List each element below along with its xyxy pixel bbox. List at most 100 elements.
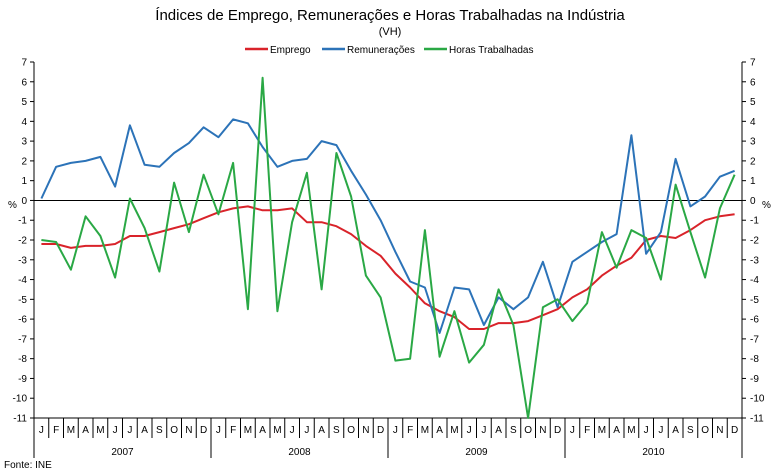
y-tick-label-left: 2	[21, 156, 27, 167]
x-tick-label-month: D	[554, 425, 561, 436]
x-tick-label-month: D	[731, 425, 738, 436]
series-line-emprego	[41, 205, 735, 330]
y-tick-label-right: 6	[750, 77, 756, 88]
y-tick-label-right: -8	[750, 354, 759, 365]
x-tick-label-year: 2009	[465, 447, 488, 458]
y-tick-label-left: 7	[21, 58, 27, 69]
y-axis-label-left: %	[8, 200, 17, 211]
x-tick-label-month: J	[290, 425, 295, 436]
chart-subtitle: (VH)	[379, 26, 402, 38]
y-tick-label-right: -10	[750, 394, 765, 405]
legend-label-emprego: Emprego	[270, 45, 311, 56]
y-tick-label-left: -2	[18, 236, 27, 247]
y-tick-label-left: 0	[21, 196, 27, 207]
y-tick-label-left: -10	[13, 394, 28, 405]
y-tick-label-right: 5	[750, 97, 756, 108]
x-tick-label-month: J	[216, 425, 221, 436]
x-tick-label-month: M	[598, 425, 606, 436]
x-tick-label-month: J	[658, 425, 663, 436]
x-tick-label-month: S	[156, 425, 163, 436]
y-tick-label-left: 1	[21, 176, 27, 187]
x-tick-label-month: S	[687, 425, 694, 436]
x-tick-label-month: A	[82, 425, 89, 436]
y-tick-label-left: 5	[21, 97, 27, 108]
y-tick-label-right: 4	[750, 117, 756, 128]
x-tick-label-month: J	[393, 425, 398, 436]
x-tick-label-month: N	[185, 425, 192, 436]
x-tick-label-month: A	[318, 425, 325, 436]
x-tick-label-year: 2007	[111, 447, 134, 458]
x-tick-label-month: J	[39, 425, 44, 436]
y-tick-label-right: -6	[750, 315, 759, 326]
x-tick-label-month: M	[421, 425, 429, 436]
legend: Emprego Remunerações Horas Trabalhadas	[245, 45, 534, 56]
x-tick-label-month: J	[570, 425, 575, 436]
x-tick-label-month: M	[627, 425, 635, 436]
y-tick-label-right: 3	[750, 137, 756, 148]
x-tick-label-month: N	[362, 425, 369, 436]
y-tick-label-right: -3	[750, 255, 759, 266]
x-tick-label-month: J	[304, 425, 309, 436]
y-tick-label-right: 7	[750, 58, 756, 69]
y-tick-label-left: -3	[18, 255, 27, 266]
x-tick-label-month: M	[244, 425, 252, 436]
y-tick-label-right: -11	[750, 414, 764, 425]
series-layer	[40, 76, 736, 419]
x-tick-label-month: F	[230, 425, 236, 436]
x-tick-label-month: D	[377, 425, 384, 436]
x-tick-label-month: D	[200, 425, 207, 436]
x-tick-label-month: J	[127, 425, 132, 436]
y-tick-label-left: 3	[21, 137, 27, 148]
x-tick-label-month: O	[170, 425, 178, 436]
legend-label-horas-trabalhadas: Horas Trabalhadas	[449, 45, 534, 56]
y-axis-label-right: %	[762, 200, 771, 211]
y-tick-label-right: -4	[750, 275, 759, 286]
y-tick-label-right: -7	[750, 334, 759, 345]
x-tick-label-month: M	[96, 425, 104, 436]
y-tick-label-left: -7	[18, 334, 27, 345]
y-tick-label-left: -8	[18, 354, 27, 365]
y-tick-label-right: -1	[750, 216, 759, 227]
y-tick-label-right: -5	[750, 295, 759, 306]
source-note: Fonte: INE	[4, 460, 52, 471]
x-tick-label-month: A	[436, 425, 443, 436]
x-tick-label-month: O	[347, 425, 355, 436]
legend-label-remuneracoes: Remunerações	[347, 45, 415, 56]
y-tick-label-right: -2	[750, 236, 759, 247]
x-tick-label-month: M	[273, 425, 281, 436]
x-tick-label-month: A	[141, 425, 148, 436]
x-tick-label-month: S	[333, 425, 340, 436]
y-tick-label-right: -9	[750, 374, 759, 385]
y-tick-label-right: 2	[750, 156, 756, 167]
axes: 7 7 6 6 5 5 4 4 3 3 2 2 1 1 0 0 -1 -1 -2 -2 -3 -3 -4 -4 -5 -5 -6 -6…	[13, 58, 765, 458]
x-tick-label-month: O	[701, 425, 709, 436]
x-tick-label-month: A	[613, 425, 620, 436]
x-tick-label-month: F	[584, 425, 590, 436]
y-tick-label-left: 4	[21, 117, 27, 128]
x-tick-label-month: A	[495, 425, 502, 436]
x-tick-label-month: O	[524, 425, 532, 436]
y-tick-label-right: 0	[750, 196, 756, 207]
x-tick-label-month: S	[510, 425, 517, 436]
x-tick-label-month: J	[481, 425, 486, 436]
y-tick-label-left: -6	[18, 315, 27, 326]
chart-title: Índices de Emprego, Remunerações e Horas…	[155, 7, 625, 24]
x-tick-label-month: A	[259, 425, 266, 436]
x-tick-label-month: M	[450, 425, 458, 436]
x-tick-label-month: J	[113, 425, 118, 436]
y-tick-label-left: -4	[18, 275, 27, 286]
y-tick-label-left: -5	[18, 295, 27, 306]
x-tick-label-month: F	[407, 425, 413, 436]
y-tick-label-left: -9	[18, 374, 27, 385]
x-tick-label-month: J	[644, 425, 649, 436]
x-tick-label-month: J	[467, 425, 472, 436]
series-line-horas-trabalhadas	[41, 76, 736, 419]
y-tick-label-left: -1	[18, 216, 27, 227]
x-tick-label-month: A	[672, 425, 679, 436]
x-tick-label-year: 2008	[288, 447, 311, 458]
x-tick-label-month: F	[53, 425, 59, 436]
series-line-remuneracoes	[40, 118, 735, 334]
y-tick-label-right: 1	[750, 176, 756, 187]
x-tick-label-month: N	[716, 425, 723, 436]
